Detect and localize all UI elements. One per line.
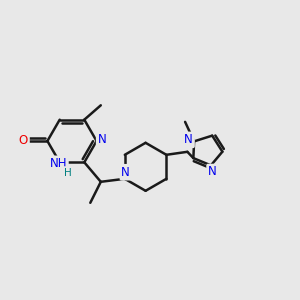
Text: N: N	[98, 133, 106, 146]
Text: NH: NH	[50, 157, 67, 170]
Text: N: N	[184, 134, 193, 146]
Text: N: N	[121, 166, 130, 179]
Text: H: H	[64, 168, 72, 178]
Text: N: N	[208, 166, 217, 178]
Text: O: O	[19, 134, 28, 148]
